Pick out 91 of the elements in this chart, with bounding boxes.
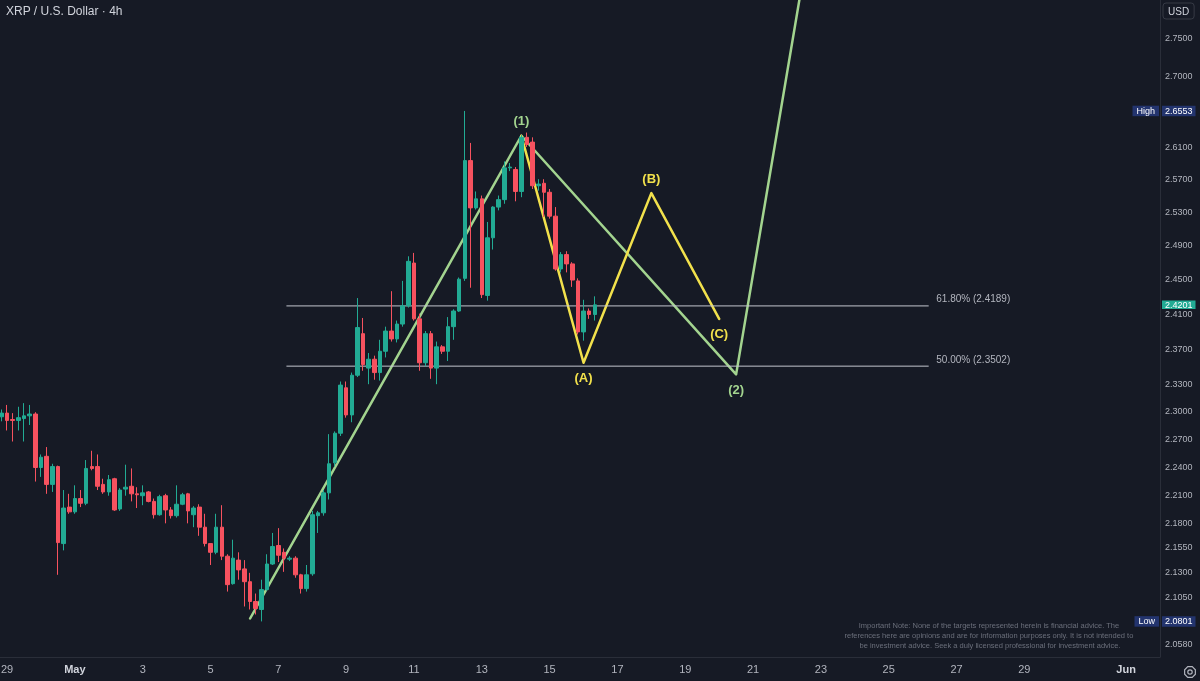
x-tick-label: 27 <box>950 663 963 675</box>
candlestick <box>587 307 591 320</box>
x-tick-label: Jun <box>1116 663 1137 675</box>
candlestick <box>513 166 518 202</box>
candlestick <box>214 513 218 555</box>
annotation: (1) <box>513 113 530 129</box>
candlestick <box>304 564 309 593</box>
series-label: 50.00% (2.3502) <box>936 353 1011 365</box>
candlestick <box>140 484 145 506</box>
y-tick-label: 2.0580 <box>1165 638 1193 649</box>
candlestick <box>536 178 541 192</box>
x-tick-label: 3 <box>139 663 146 675</box>
candlestick <box>56 465 60 576</box>
annotation: (C) <box>710 326 729 342</box>
x-tick-label: 13 <box>475 663 488 675</box>
annotation: Low <box>1138 616 1156 627</box>
y-axis-title: USD <box>1168 5 1190 17</box>
y-tick-label: 2.5700 <box>1165 174 1193 185</box>
x-tick-label: 19 <box>679 663 692 675</box>
y-tick-label: 2.4500 <box>1165 274 1193 285</box>
x-tick-label: 29 <box>0 663 14 675</box>
candlestick <box>440 344 445 355</box>
candlestick <box>593 295 597 322</box>
y-tick-label: 2.7500 <box>1165 32 1193 43</box>
y-tick-label: 2.3700 <box>1165 343 1193 354</box>
candlestick <box>157 494 162 517</box>
series-label: 61.80% (2.4189) <box>936 293 1011 305</box>
x-tick-label: 15 <box>543 663 556 675</box>
x-tick-label: 9 <box>343 663 350 675</box>
candlestick <box>231 539 235 586</box>
y-tick-label: 2.2700 <box>1165 433 1193 444</box>
y-tick-label: 2.4100 <box>1165 308 1193 319</box>
candlestick <box>112 477 117 512</box>
y-tick-label: 2.1800 <box>1165 518 1193 529</box>
candlestick <box>463 110 467 282</box>
y-tick-label: 2.1050 <box>1165 591 1193 602</box>
candlestick <box>84 459 88 506</box>
candlestick <box>361 317 365 372</box>
x-tick-label: 29 <box>1018 663 1031 675</box>
chart-title: XRP / U.S. Dollar · 4h <box>6 4 123 18</box>
annotation: High <box>1136 105 1155 116</box>
y-tick-label: 2.0801 <box>1165 616 1193 627</box>
candlestick <box>33 411 38 483</box>
annotation: (A) <box>574 370 593 386</box>
y-tick-label: 2.6553 <box>1165 105 1193 116</box>
candlestick <box>429 330 433 380</box>
x-tick-label: 23 <box>814 663 828 675</box>
candlestick <box>474 190 478 211</box>
x-tick-label: 25 <box>882 663 895 675</box>
annotation: (2) <box>728 381 745 397</box>
y-tick-label: 2.4201 <box>1165 299 1193 310</box>
candlestick <box>61 489 66 551</box>
candlestick <box>191 505 196 528</box>
x-tick-label: May <box>64 663 87 675</box>
candlestick <box>559 251 563 273</box>
candlestick <box>366 352 371 385</box>
candlestick <box>581 299 586 342</box>
y-tick-label: 2.4900 <box>1165 240 1193 251</box>
y-tick-label: 2.1550 <box>1165 542 1193 553</box>
y-tick-label: 2.7000 <box>1165 71 1193 82</box>
candlestick <box>344 381 348 419</box>
candlestick <box>287 555 292 562</box>
x-tick-label: 7 <box>275 663 282 675</box>
candlestick <box>78 489 83 508</box>
y-tick-label: 2.2400 <box>1165 461 1193 472</box>
candlestick <box>519 134 524 198</box>
candlestick <box>186 492 190 524</box>
annotation: (B) <box>642 170 661 186</box>
y-tick-label: 2.1300 <box>1165 566 1193 577</box>
candlestick <box>468 142 473 289</box>
x-tick-label: 11 <box>408 663 420 675</box>
y-tick-label: 2.3300 <box>1165 379 1193 390</box>
y-tick-label: 2.3000 <box>1165 406 1193 417</box>
y-tick-label: 2.2100 <box>1165 489 1193 500</box>
candlestick <box>39 453 43 478</box>
candlestick <box>67 493 72 515</box>
candlestick <box>107 474 111 497</box>
y-tick-label: 2.6100 <box>1165 141 1193 152</box>
candlestick <box>389 290 394 343</box>
x-tick-label: 17 <box>611 663 624 675</box>
x-tick-label: 21 <box>746 663 760 675</box>
candlestick <box>434 341 439 385</box>
candlestick <box>372 355 377 381</box>
candlestick <box>50 463 55 493</box>
x-tick-label: 5 <box>207 663 214 675</box>
candlestick <box>73 484 77 515</box>
candlestick <box>423 330 428 367</box>
y-tick-label: 2.5300 <box>1165 207 1193 218</box>
candlestick <box>0 408 4 422</box>
candlestick <box>44 446 49 495</box>
candlestick <box>480 195 484 299</box>
